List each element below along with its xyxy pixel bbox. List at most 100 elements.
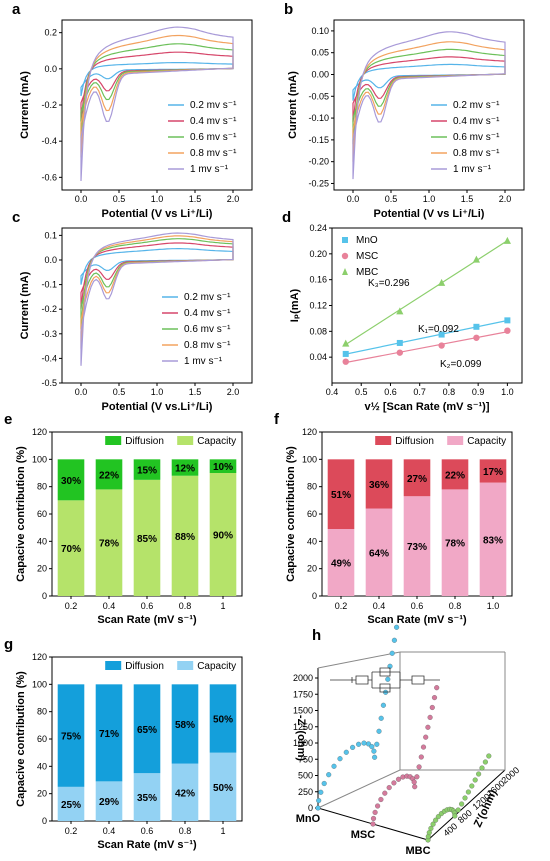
data-label: 85% bbox=[137, 534, 157, 545]
bar-segment-capacity bbox=[57, 500, 85, 596]
y-tick-label: 80 bbox=[307, 482, 317, 492]
bar-segment-diffusion bbox=[403, 459, 431, 497]
x-tick-label: 2000 bbox=[499, 765, 521, 786]
data-point bbox=[396, 339, 403, 346]
data-label: 58% bbox=[175, 720, 195, 731]
y-tick-label: -0.4 bbox=[41, 353, 57, 363]
data-label: 35% bbox=[137, 793, 157, 804]
legend-label: 0.6 mv s⁻¹ bbox=[184, 324, 231, 335]
y-tick-label: 0.1 bbox=[44, 230, 57, 240]
data-label: 10% bbox=[213, 462, 233, 473]
bar-segment-diffusion bbox=[171, 684, 199, 764]
nyquist-point bbox=[486, 753, 492, 759]
y-tick-label: 0 bbox=[312, 591, 317, 601]
legend-swatch bbox=[447, 436, 464, 445]
nyquist-point bbox=[459, 801, 465, 807]
nyquist-point bbox=[391, 780, 397, 786]
legend-label: 1 mv s⁻¹ bbox=[453, 164, 492, 175]
cv-curve bbox=[80, 62, 234, 97]
bar-segment-capacity bbox=[133, 773, 161, 821]
bar-panel-e: 70% 30% 0.2 78% 22% 0.4 85% 15% 0.6 88% 12% 0.8 90% 1… bbox=[15, 427, 243, 626]
data-point bbox=[396, 307, 404, 315]
y-tick-label: 0 bbox=[42, 591, 47, 601]
nyquist-point bbox=[378, 796, 384, 803]
y-tick-label: 120 bbox=[32, 652, 47, 662]
nyquist-point bbox=[472, 777, 478, 783]
data-label: 88% bbox=[175, 532, 195, 543]
y-tick-label: 0.08 bbox=[309, 326, 327, 336]
legend-swatch bbox=[375, 436, 392, 445]
nyquist-point bbox=[430, 821, 436, 827]
category-label: MSC bbox=[351, 829, 376, 841]
legend-label: 0.4 mv s⁻¹ bbox=[184, 308, 231, 319]
nyquist-point bbox=[376, 728, 382, 734]
data-label: 90% bbox=[213, 531, 233, 542]
fit-line bbox=[345, 319, 508, 355]
x-tick-label: 0.2 bbox=[65, 826, 78, 836]
data-point bbox=[503, 236, 511, 244]
bar-segment-diffusion bbox=[57, 459, 85, 501]
nyquist-point bbox=[389, 650, 395, 656]
bar-segment-capacity bbox=[479, 482, 507, 596]
x-axis-label: v½ [Scan Rate (mV s⁻¹)] bbox=[364, 401, 489, 413]
data-point bbox=[396, 349, 404, 356]
y-tick-label: 100 bbox=[32, 679, 47, 689]
nyquist-point bbox=[350, 744, 356, 750]
circuit-wires bbox=[330, 667, 440, 693]
nyquist-point bbox=[326, 772, 332, 778]
y-tick-label: 20 bbox=[37, 564, 47, 574]
y-tick-label: 120 bbox=[32, 427, 47, 437]
data-label: 12% bbox=[175, 464, 195, 475]
data-label: 50% bbox=[213, 783, 233, 794]
x-tick-label: 0.7 bbox=[413, 387, 426, 397]
x-tick-label: 0.0 bbox=[347, 194, 360, 204]
bar-segment-diffusion bbox=[365, 459, 393, 509]
nyquist-point bbox=[343, 749, 349, 755]
panel-label: d bbox=[282, 209, 291, 226]
legend-swatch bbox=[105, 436, 122, 445]
back-edge bbox=[317, 651, 401, 669]
back-edge bbox=[317, 769, 401, 809]
equivalent-circuit-inset bbox=[330, 667, 440, 693]
x-tick-label: 1 bbox=[220, 601, 225, 611]
data-label: 65% bbox=[137, 725, 157, 736]
legend-label: 0.8 mv s⁻¹ bbox=[184, 340, 231, 351]
bar-segment-capacity bbox=[365, 508, 393, 596]
data-label: 15% bbox=[137, 466, 157, 477]
bar-segment-diffusion bbox=[209, 684, 237, 753]
legend-label: 0.6 mv s⁻¹ bbox=[453, 132, 500, 143]
nyquist-point bbox=[372, 754, 378, 760]
z-tick-label: 250 bbox=[298, 787, 313, 797]
data-label: 25% bbox=[61, 800, 81, 811]
bar-segment-capacity bbox=[57, 786, 85, 821]
data-label: 27% bbox=[407, 474, 427, 485]
slope-annotation: K₃=0.296 bbox=[368, 278, 410, 289]
legend-label: 0.2 mv s⁻¹ bbox=[190, 100, 237, 111]
x-axis-label: Scan Rate (mV s⁻¹) bbox=[367, 614, 467, 626]
bar-segment-capacity bbox=[133, 479, 161, 596]
x-tick-label: 1.0 bbox=[487, 601, 500, 611]
x-tick-label: 0.9 bbox=[472, 387, 485, 397]
cv-curve bbox=[80, 248, 234, 285]
category-label: MnO bbox=[296, 813, 321, 825]
y-tick-label: 20 bbox=[37, 789, 47, 799]
y-tick-label: 0.05 bbox=[311, 48, 329, 58]
z-axis-label: -Z''(ohm) bbox=[295, 715, 307, 761]
z-tick-label: 1750 bbox=[293, 689, 313, 699]
x-tick-label: 1.5 bbox=[189, 387, 202, 397]
bar-segment-capacity bbox=[171, 475, 199, 596]
nyquist-point bbox=[386, 785, 392, 791]
bar-segment-diffusion bbox=[171, 459, 199, 476]
z-tick-label: 750 bbox=[298, 754, 313, 764]
nyquist-point bbox=[469, 783, 475, 789]
x-tick-label: 0.4 bbox=[373, 601, 386, 611]
data-label: 22% bbox=[99, 470, 119, 481]
x-tick-label: 0.2 bbox=[65, 601, 78, 611]
data-label: 30% bbox=[61, 476, 81, 487]
x-tick-label: 0.8 bbox=[179, 826, 192, 836]
fit-line bbox=[345, 331, 508, 364]
data-label: 17% bbox=[483, 467, 503, 478]
y-tick-label: -0.5 bbox=[41, 378, 57, 388]
bar-segment-capacity bbox=[95, 489, 123, 596]
